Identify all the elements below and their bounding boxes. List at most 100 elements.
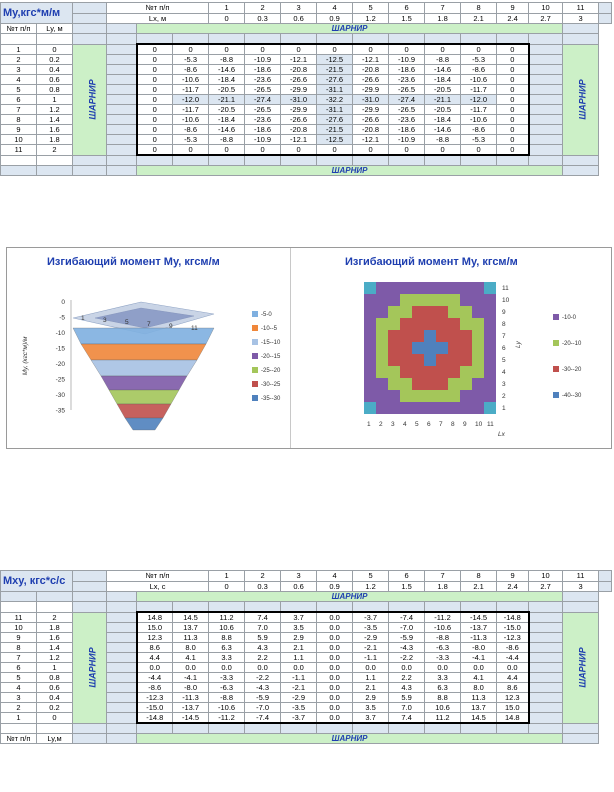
row-number: 2 xyxy=(0,702,37,713)
value-cell: -8.6 xyxy=(460,64,498,75)
y-tick-label: 11 xyxy=(502,285,509,292)
heatmap-cell xyxy=(472,354,484,366)
value-cell: 0 xyxy=(496,84,530,95)
y-tick-label: 7 xyxy=(502,333,506,340)
blank xyxy=(106,611,138,623)
value-cell: -10.6 xyxy=(172,74,210,85)
value-cell: -18.6 xyxy=(244,64,282,75)
value-cell: 8.6 xyxy=(135,642,174,653)
value-cell: 2.9 xyxy=(280,632,318,643)
blank xyxy=(528,722,564,734)
value-cell: -18.6 xyxy=(388,124,426,135)
z-tick-label: -5 xyxy=(59,315,65,322)
value-cell: 0 xyxy=(496,43,530,55)
heatmap-cell xyxy=(436,366,448,378)
blank xyxy=(496,33,530,45)
heatmap-cell xyxy=(484,306,496,318)
heatmap-cell xyxy=(364,354,376,366)
legend-swatch xyxy=(252,395,258,402)
value-cell: -2.1 xyxy=(352,642,390,653)
blank xyxy=(72,580,108,592)
blank xyxy=(388,601,426,613)
heatmap-cell xyxy=(472,282,484,294)
value-cell: 2.9 xyxy=(352,692,390,703)
blank xyxy=(35,154,74,166)
blank xyxy=(106,104,138,115)
heatmap-cell xyxy=(400,318,412,330)
blank xyxy=(106,672,138,683)
value-cell: -8.8 xyxy=(424,134,462,145)
legend-swatch xyxy=(553,314,559,321)
legend-label: -20--10 xyxy=(562,341,582,347)
value-cell: -27.6 xyxy=(316,74,354,85)
blank xyxy=(106,144,138,156)
value-cell: -12.1 xyxy=(280,54,318,65)
heatmap-cell xyxy=(436,294,448,306)
heatmap-cell xyxy=(460,342,472,354)
blank xyxy=(35,591,74,602)
blank xyxy=(528,702,564,713)
x-tick-label: 9 xyxy=(169,323,173,330)
blank xyxy=(244,154,282,166)
heatmap-cell xyxy=(364,330,376,342)
value-cell: 0 xyxy=(208,144,246,156)
blank xyxy=(316,601,354,613)
blank xyxy=(35,165,74,176)
blank xyxy=(72,23,108,34)
row-ly: 2 xyxy=(35,611,74,623)
heatmap-cell xyxy=(460,330,472,342)
y-tick-label: 8 xyxy=(502,321,506,328)
lx-value: 0.6 xyxy=(280,12,318,24)
row-ly: 1 xyxy=(35,662,74,673)
z-tick-label: 0 xyxy=(61,299,65,306)
row-number: 8 xyxy=(0,642,37,653)
heatmap-cell xyxy=(472,294,484,306)
lx-value: 1.2 xyxy=(352,580,390,592)
value-cell: 0.0 xyxy=(316,662,354,673)
blank xyxy=(528,622,564,633)
heatmap-cell xyxy=(436,318,448,330)
y-tick-label: 2 xyxy=(502,393,506,400)
value-cell: -1.1 xyxy=(352,652,390,663)
blank xyxy=(106,662,138,673)
heatmap-cell xyxy=(460,306,472,318)
blank xyxy=(496,722,530,734)
blank xyxy=(0,601,37,613)
col-number: 1 xyxy=(208,570,246,582)
np-label: №т п/п xyxy=(106,570,210,582)
lx-value: 2.4 xyxy=(496,580,530,592)
heatmap-cell xyxy=(448,306,460,318)
value-cell: 0.0 xyxy=(316,692,354,703)
legend-item: -30--20 xyxy=(553,365,581,391)
row-ly: 1.2 xyxy=(35,652,74,663)
value-cell: -23.6 xyxy=(244,114,282,125)
value-cell: 0 xyxy=(135,134,174,145)
blank xyxy=(106,165,138,176)
heatmap-cell xyxy=(364,294,376,306)
heatmap-cell xyxy=(448,342,460,354)
legend-label: -5-0 xyxy=(261,312,272,318)
col-number: 7 xyxy=(424,570,462,582)
hinge-top: ШАРНИР xyxy=(136,23,564,34)
x-tick-label: 11 xyxy=(487,421,494,428)
value-cell: 0 xyxy=(496,124,530,135)
value-cell: -2.2 xyxy=(388,652,426,663)
blank xyxy=(106,134,138,145)
y-tick-label: 10 xyxy=(502,297,510,304)
blank xyxy=(528,94,564,105)
heatmap-cell xyxy=(436,330,448,342)
value-cell: -5.9 xyxy=(388,632,426,643)
value-cell: 4.3 xyxy=(388,682,426,693)
value-cell: 2.2 xyxy=(244,652,282,663)
blank xyxy=(280,722,318,734)
surface-chart: 0 -5 -10 -15 -20 -25 -30 -35 My, (кгс*м)/м 1 3 5 7 9 1… xyxy=(22,299,215,431)
heatmap-cell xyxy=(364,366,376,378)
heatmap-cell xyxy=(424,366,436,378)
col-number: 8 xyxy=(460,570,498,582)
value-cell: 0.0 xyxy=(316,642,354,653)
row-ly: 1.6 xyxy=(35,632,74,643)
blank xyxy=(35,722,74,734)
value-cell: -10.9 xyxy=(388,134,426,145)
value-cell: -20.8 xyxy=(280,64,318,75)
heatmap-cell xyxy=(412,294,424,306)
